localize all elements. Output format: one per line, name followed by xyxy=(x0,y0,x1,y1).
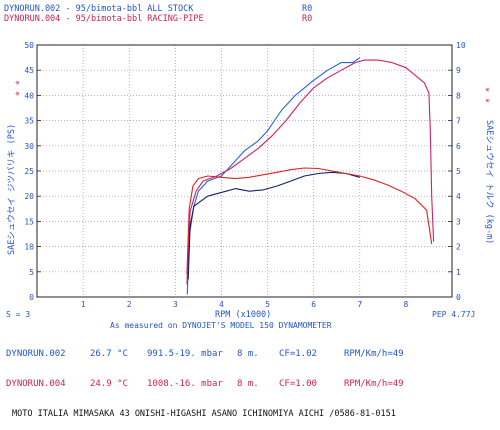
run-info-row: DYNORUN.002 xyxy=(6,349,66,359)
x-tick-label: 7 xyxy=(357,300,362,309)
y-tick-label-right: 2 xyxy=(456,243,461,252)
header-run-2-code: R0 xyxy=(302,14,313,24)
y-tick-label-left: 15 xyxy=(24,217,34,226)
y-tick-label-right: 7 xyxy=(456,117,461,126)
x-tick-label: 2 xyxy=(127,300,132,309)
header-run-2-desc: 95/bimota-bbl RACING-PIPE xyxy=(75,14,204,24)
shop-address: MOTO ITALIA MIMASAKA 43 ONISHI-HIGASHI A… xyxy=(12,409,396,419)
measure-note: As measured on DYNOJET'S MODEL 150 DYNAM… xyxy=(110,321,332,330)
run-rpm-ratio: RPM/Km/h=49 xyxy=(344,349,404,359)
y-tick-label-right: 3 xyxy=(456,217,461,226)
y-axis-label-left: SAEシュウセイ ジツバリキ (PS) xyxy=(7,124,17,255)
y-tick-label-right: 0 xyxy=(456,293,461,302)
series-line-dynorun-004-torque xyxy=(186,167,433,275)
right-marks: * * xyxy=(480,87,490,103)
header-run-1-id: DYNORUN.002 xyxy=(4,4,61,14)
y-tick-label-left: 45 xyxy=(24,66,34,75)
y-tick-label-right: 5 xyxy=(456,167,461,176)
left-marks: * * xyxy=(10,80,20,96)
run-cf: CF=1.02 xyxy=(279,349,317,359)
x-tick-label: 5 xyxy=(265,300,270,309)
run-rpm-ratio: RPM/Km/h=49 xyxy=(344,379,404,389)
x-tick-label: 1 xyxy=(81,300,86,309)
s-label: S = 3 xyxy=(6,310,31,319)
series-line-dynorun-002-power xyxy=(186,57,361,295)
y-tick-label-left: 0 xyxy=(29,293,34,302)
header-run-1-code: R0 xyxy=(302,4,313,14)
y-tick-label-right: 10 xyxy=(456,41,466,50)
pep-label: PEP 4.77J xyxy=(432,310,476,319)
chart-grid xyxy=(37,45,452,297)
chart-lines xyxy=(186,57,435,295)
series-line-dynorun-002-torque xyxy=(187,171,360,280)
run-temp: 24.9 °C xyxy=(90,379,128,389)
y-tick-label-left: 10 xyxy=(24,243,34,252)
run-pressure: 991.5-19. mbar xyxy=(147,349,223,359)
header-run-2-sep: - xyxy=(60,14,76,24)
x-tick-label: 4 xyxy=(219,300,224,309)
y-tick-label-right: 8 xyxy=(456,91,461,100)
run-id: DYNORUN.004 xyxy=(6,379,66,389)
header-run-2-id: DYNORUN.004 xyxy=(4,14,61,24)
header-run-2: DYNORUN.004 - 95/bimota-bbl RACING-PIPE xyxy=(4,14,204,24)
y-tick-label-right: 9 xyxy=(456,66,461,75)
series-line-dynorun-004-power xyxy=(186,59,435,285)
run-temp: 26.7 °C xyxy=(90,349,128,359)
x-tick-label: 8 xyxy=(403,300,408,309)
run-distance: 8 m. xyxy=(237,379,259,389)
y-tick-label-right: 6 xyxy=(456,142,461,151)
y-tick-label-left: 35 xyxy=(24,117,34,126)
y-tick-label-right: 1 xyxy=(456,268,461,277)
y-axis-label-right: SAEシュウセイ トルク (kg-m) xyxy=(484,120,494,244)
run-pressure: 1008.-16. mbar xyxy=(147,379,223,389)
run-cf: CF=1.00 xyxy=(279,379,317,389)
header-run-1-sep: - xyxy=(60,4,76,14)
y-tick-label-left: 50 xyxy=(24,41,34,50)
y-tick-label-left: 25 xyxy=(24,167,34,176)
run-info-row: DYNORUN.004 xyxy=(6,379,66,389)
y-tick-label-right: 4 xyxy=(456,192,461,201)
header-run-1-desc: 95/bimota-bbl ALL STOCK xyxy=(75,4,194,14)
y-tick-label-left: 40 xyxy=(24,91,34,100)
x-tick-label: 6 xyxy=(311,300,316,309)
run-id: DYNORUN.002 xyxy=(6,349,66,359)
run-distance: 8 m. xyxy=(237,349,259,359)
x-axis-label: RPM (x1000) xyxy=(215,310,271,320)
y-tick-label-left: 30 xyxy=(24,142,34,151)
header-run-1: DYNORUN.002 - 95/bimota-bbl ALL STOCK xyxy=(4,4,193,14)
y-tick-label-left: 20 xyxy=(24,192,34,201)
y-tick-label-left: 5 xyxy=(29,268,34,277)
x-tick-label: 3 xyxy=(173,300,178,309)
